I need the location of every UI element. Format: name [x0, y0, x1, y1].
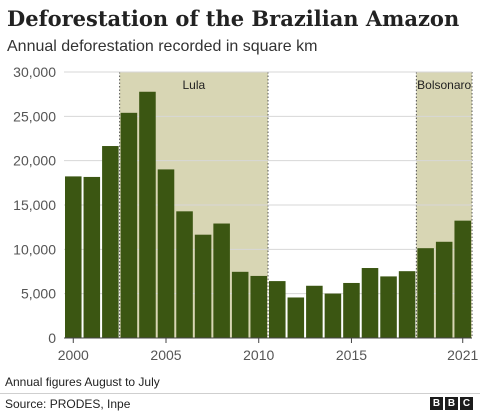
y-tick-label: 10,000 [13, 241, 56, 257]
bar [343, 282, 360, 338]
bar [287, 297, 305, 338]
bar [398, 271, 416, 338]
bar [194, 234, 212, 338]
y-tick-label: 0 [48, 330, 56, 346]
bar [65, 176, 82, 338]
bar [380, 276, 397, 338]
bar [361, 268, 379, 338]
y-tick-label: 25,000 [13, 108, 56, 124]
x-tick-label: 2000 [58, 347, 89, 363]
y-tick-label: 15,000 [13, 197, 56, 213]
bar [250, 275, 267, 338]
bar [454, 220, 471, 338]
bar [306, 285, 323, 338]
bar [231, 271, 249, 338]
x-tick-label: 2015 [336, 347, 367, 363]
x-tick-label: 2021 [447, 347, 478, 363]
bar [102, 146, 119, 338]
footnote: Annual figures August to July [5, 375, 160, 389]
deforestation-bar-chart: Lula Bolsonaro 0 5,000 10,000 15,000 20,000 25,… [13, 64, 478, 363]
bar [213, 223, 230, 338]
logo-letter: B [430, 397, 443, 410]
source-note: Source: PRODES, Inpe [5, 397, 131, 411]
bar [157, 169, 175, 338]
y-tick-label: 20,000 [13, 153, 56, 169]
logo-letter: B [445, 397, 458, 410]
bar [176, 211, 193, 338]
bar [324, 293, 342, 338]
bar [83, 176, 101, 338]
bar [269, 281, 286, 338]
bbc-logo: B B C [430, 397, 473, 410]
bar [120, 112, 138, 338]
bar [435, 241, 453, 338]
y-tick-label: 5,000 [21, 286, 56, 302]
y-tick-label: 30,000 [13, 64, 56, 80]
bar [417, 248, 434, 338]
logo-letter: C [460, 397, 473, 410]
chart-subtitle: Annual deforestation recorded in square … [7, 38, 318, 55]
chart-title: Deforestation of the Brazilian Amazon [7, 6, 460, 31]
x-tick-label: 2010 [243, 347, 274, 363]
bar [139, 91, 156, 338]
x-tick-label: 2005 [150, 347, 181, 363]
period-label: Bolsonaro [417, 78, 471, 92]
period-label: Lula [182, 78, 205, 92]
footer-divider [0, 393, 480, 394]
